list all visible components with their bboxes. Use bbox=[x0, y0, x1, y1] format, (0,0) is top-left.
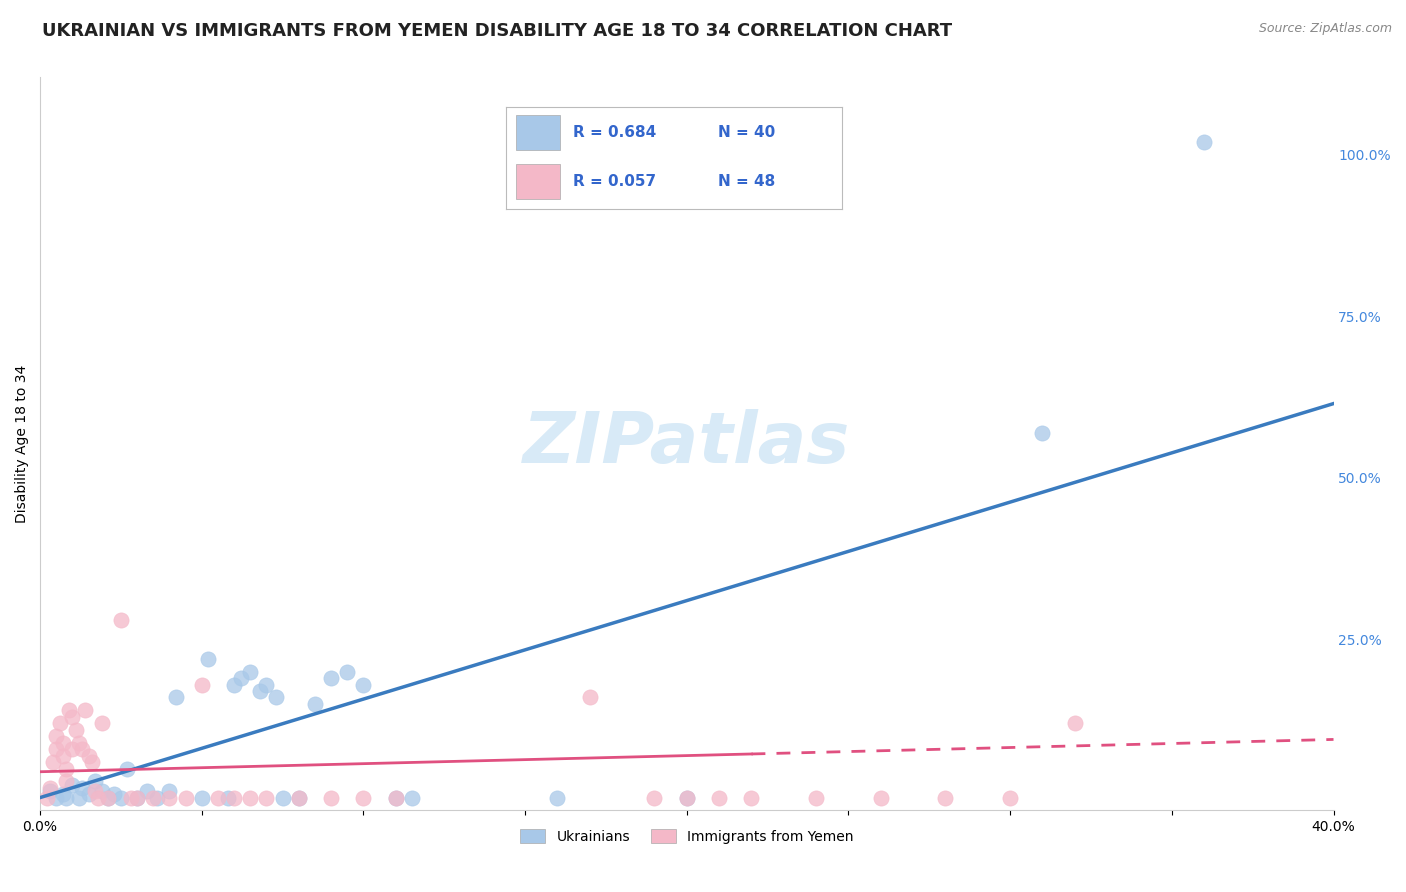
Point bbox=[45, 790, 67, 805]
Point bbox=[191, 677, 214, 691]
Point bbox=[256, 790, 278, 805]
Text: ZIPatlas: ZIPatlas bbox=[523, 409, 851, 478]
Point bbox=[1192, 135, 1215, 149]
Point bbox=[546, 790, 568, 805]
Point bbox=[80, 755, 103, 769]
Point bbox=[336, 665, 359, 679]
Point bbox=[165, 690, 187, 705]
Point bbox=[264, 690, 287, 705]
Point bbox=[224, 677, 246, 691]
Point bbox=[45, 742, 67, 756]
Point bbox=[55, 762, 77, 776]
Point bbox=[62, 742, 84, 756]
Point bbox=[304, 697, 326, 711]
Point bbox=[740, 790, 762, 805]
Point bbox=[207, 790, 229, 805]
Point bbox=[675, 790, 697, 805]
Point bbox=[70, 780, 93, 795]
Point bbox=[38, 780, 60, 795]
Point bbox=[224, 790, 246, 805]
Point bbox=[135, 784, 157, 798]
Point bbox=[321, 790, 343, 805]
Point bbox=[90, 716, 112, 731]
Point bbox=[110, 790, 132, 805]
Point bbox=[142, 790, 165, 805]
Point bbox=[55, 790, 77, 805]
Point bbox=[127, 790, 149, 805]
Point bbox=[87, 790, 110, 805]
Point bbox=[97, 790, 120, 805]
Point bbox=[998, 790, 1021, 805]
Point bbox=[90, 784, 112, 798]
Point bbox=[385, 790, 408, 805]
Point bbox=[353, 790, 375, 805]
Point bbox=[643, 790, 665, 805]
Point bbox=[271, 790, 294, 805]
Point bbox=[62, 778, 84, 792]
Point bbox=[45, 729, 67, 743]
Point bbox=[401, 790, 423, 805]
Y-axis label: Disability Age 18 to 34: Disability Age 18 to 34 bbox=[15, 365, 30, 523]
Point bbox=[70, 742, 93, 756]
Point bbox=[65, 723, 87, 737]
Point bbox=[110, 613, 132, 627]
Point bbox=[38, 784, 60, 798]
Point bbox=[934, 790, 956, 805]
Point bbox=[75, 703, 97, 717]
Point bbox=[675, 790, 697, 805]
Point bbox=[321, 671, 343, 685]
Point bbox=[1031, 425, 1053, 440]
Point bbox=[239, 665, 262, 679]
Point bbox=[77, 748, 100, 763]
Point bbox=[217, 790, 239, 805]
Point bbox=[52, 736, 75, 750]
Point bbox=[869, 790, 891, 805]
Point bbox=[84, 774, 107, 789]
Point bbox=[127, 790, 149, 805]
Point bbox=[249, 684, 271, 698]
Point bbox=[197, 651, 219, 665]
Point bbox=[239, 790, 262, 805]
Point bbox=[77, 788, 100, 802]
Point bbox=[84, 784, 107, 798]
Point bbox=[191, 790, 214, 805]
Point bbox=[58, 703, 80, 717]
Point bbox=[804, 790, 827, 805]
Point bbox=[67, 736, 90, 750]
Point bbox=[97, 790, 120, 805]
Point bbox=[48, 716, 70, 731]
Point bbox=[35, 790, 58, 805]
Point bbox=[62, 710, 84, 724]
Point bbox=[52, 788, 75, 802]
Point bbox=[229, 671, 252, 685]
Point bbox=[159, 790, 181, 805]
Point bbox=[67, 790, 90, 805]
Point bbox=[174, 790, 197, 805]
Legend: Ukrainians, Immigrants from Yemen: Ukrainians, Immigrants from Yemen bbox=[520, 829, 853, 844]
Point bbox=[42, 755, 65, 769]
Point bbox=[288, 790, 311, 805]
Point bbox=[256, 677, 278, 691]
Point bbox=[120, 790, 142, 805]
Point bbox=[159, 784, 181, 798]
Point bbox=[1063, 716, 1085, 731]
Point bbox=[385, 790, 408, 805]
Point bbox=[578, 690, 600, 705]
Text: Source: ZipAtlas.com: Source: ZipAtlas.com bbox=[1258, 22, 1392, 36]
Point bbox=[55, 774, 77, 789]
Point bbox=[288, 790, 311, 805]
Point bbox=[707, 790, 730, 805]
Point bbox=[103, 788, 125, 802]
Point bbox=[145, 790, 167, 805]
Point bbox=[52, 748, 75, 763]
Point bbox=[353, 677, 375, 691]
Point bbox=[117, 762, 139, 776]
Text: UKRAINIAN VS IMMIGRANTS FROM YEMEN DISABILITY AGE 18 TO 34 CORRELATION CHART: UKRAINIAN VS IMMIGRANTS FROM YEMEN DISAB… bbox=[42, 22, 952, 40]
